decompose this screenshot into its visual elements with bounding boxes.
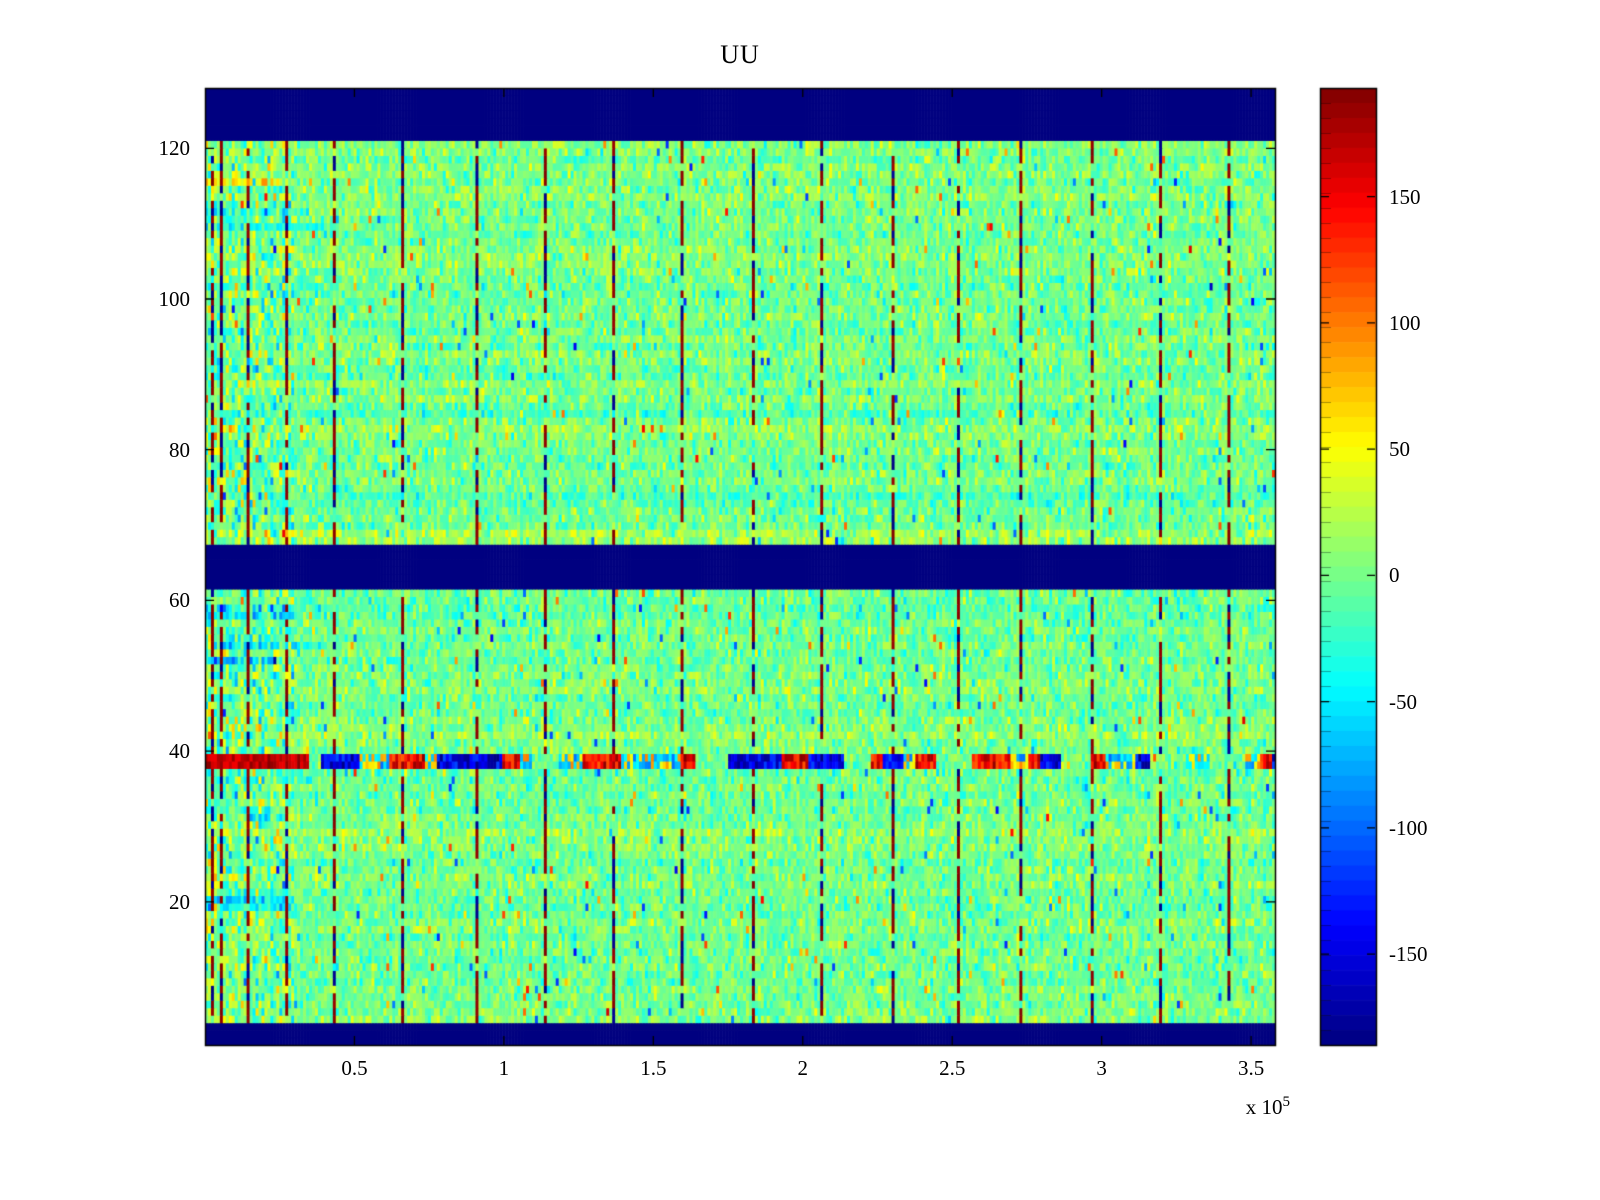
- x-tick-label: 2.5: [939, 1056, 966, 1080]
- colorbar-tick-label: -50: [1389, 689, 1417, 714]
- x-axis-scale-label: x 105: [1140, 1094, 1290, 1120]
- x-tick-label: 3: [1096, 1056, 1107, 1080]
- y-tick-label: 100: [158, 286, 191, 311]
- colorbar-tick-label: -150: [1389, 942, 1428, 967]
- y-tick-label: 40: [169, 739, 190, 764]
- y-tick-label: 80: [169, 437, 190, 462]
- colorbar-tick-label: 150: [1389, 184, 1421, 209]
- y-tick-label: 120: [158, 136, 191, 161]
- y-tick-label: 60: [169, 588, 190, 613]
- x-scale-base: x 10: [1245, 1095, 1283, 1119]
- colorbar-tick-label: -100: [1389, 815, 1428, 840]
- colorbar-tick-label: 100: [1389, 310, 1421, 335]
- plot-title: UU: [720, 40, 760, 69]
- colorbar-tick-label: 0: [1389, 563, 1400, 588]
- x-tick-label: 0.5: [341, 1056, 368, 1080]
- x-tick-label: 1: [498, 1056, 510, 1080]
- x-tick-label: 1.5: [640, 1056, 667, 1080]
- x-tick-label: 2: [797, 1056, 809, 1080]
- x-scale-exponent: 5: [1282, 1094, 1291, 1110]
- x-tick-label: 3.5: [1237, 1056, 1265, 1080]
- colorbar-tick-label: 50: [1389, 437, 1410, 462]
- y-tick-label: 20: [169, 889, 190, 914]
